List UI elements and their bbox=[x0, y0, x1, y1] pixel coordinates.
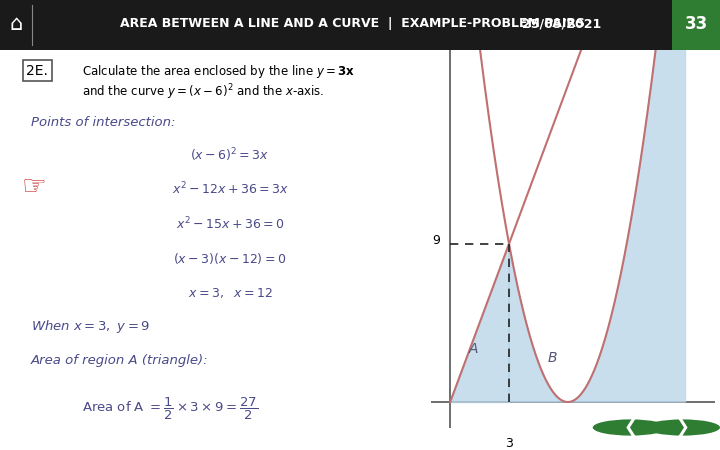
Text: ⌂: ⌂ bbox=[9, 14, 22, 34]
Text: B: B bbox=[547, 351, 557, 365]
Text: ☞: ☞ bbox=[22, 173, 46, 201]
Text: 33: 33 bbox=[685, 15, 708, 33]
Bar bbox=[672, 0, 720, 50]
Text: $(x - 3)(x - 12) = 0$: $(x - 3)(x - 12) = 0$ bbox=[174, 251, 287, 266]
Text: Points of intersection:: Points of intersection: bbox=[31, 116, 175, 129]
Circle shape bbox=[593, 419, 667, 436]
Text: ❮: ❮ bbox=[624, 418, 637, 436]
Text: A: A bbox=[469, 342, 479, 356]
Text: When $x = 3,\ y = 9$: When $x = 3,\ y = 9$ bbox=[31, 318, 150, 335]
Text: 2E.: 2E. bbox=[27, 64, 48, 78]
Text: Area of A $= \dfrac{1}{2} \times 3 \times 9 = \dfrac{27}{2}$: Area of A $= \dfrac{1}{2} \times 3 \time… bbox=[82, 396, 258, 422]
Text: $x^2 - 12x + 36 = 3x$: $x^2 - 12x + 36 = 3x$ bbox=[171, 181, 289, 198]
Text: $(x - 6)^2 = 3x$: $(x - 6)^2 = 3x$ bbox=[190, 146, 269, 163]
Text: Area of region A (triangle):: Area of region A (triangle): bbox=[31, 354, 208, 367]
Text: and the curve $y = (x - 6)^2$ and the $x$-axis.: and the curve $y = (x - 6)^2$ and the $x… bbox=[82, 83, 325, 102]
Text: AREA BETWEEN A LINE AND A CURVE  |  EXAMPLE-PROBLEM PAIRS: AREA BETWEEN A LINE AND A CURVE | EXAMPL… bbox=[120, 18, 585, 31]
Text: 9: 9 bbox=[433, 234, 441, 247]
Text: 3: 3 bbox=[505, 437, 513, 450]
Text: $x = 3,\ \ x = 12$: $x = 3,\ \ x = 12$ bbox=[187, 286, 272, 300]
Text: $x^2 - 15x + 36 = 0$: $x^2 - 15x + 36 = 0$ bbox=[176, 216, 284, 233]
Text: 25/05/2021: 25/05/2021 bbox=[522, 18, 601, 31]
Text: ❯: ❯ bbox=[675, 418, 690, 436]
Circle shape bbox=[645, 419, 720, 436]
Text: Calculate the area enclosed by the line $y = \mathbf{3x}$: Calculate the area enclosed by the line … bbox=[82, 63, 355, 80]
